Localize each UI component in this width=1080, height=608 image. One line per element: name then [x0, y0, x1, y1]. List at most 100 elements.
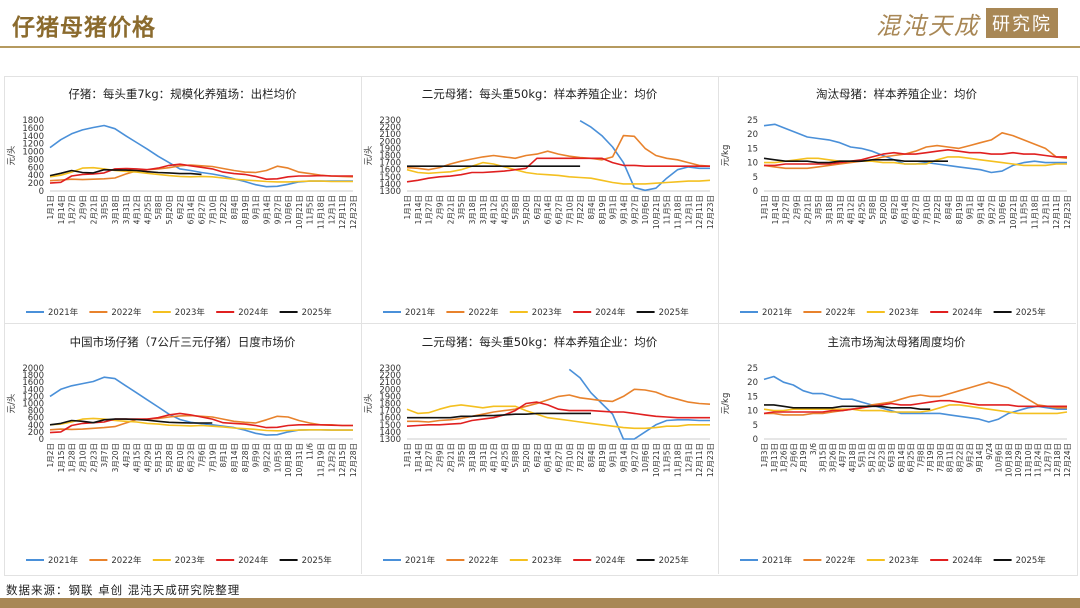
x-tick-label: 9月14日	[975, 443, 984, 472]
chart-title: 二元母猪：每头重50kg：样本养殖企业：均价	[422, 87, 658, 101]
y-tick-label: 1800	[22, 116, 44, 126]
legend-label: 2023年	[175, 555, 206, 566]
x-tick-label: 8月4日	[587, 195, 596, 220]
x-tick-label: 9月1日	[609, 195, 618, 220]
x-tick-label: 12月2日	[327, 443, 336, 472]
series-line-2023年	[764, 156, 1067, 167]
x-tick-label: 4月25日	[857, 195, 866, 224]
x-tick-label: 6月2日	[890, 195, 899, 220]
chart-panel-piglet-daily: 中国市场仔猪（7公斤三元仔猪）日度市场价 元/头 0 200 400 600 800 1000…	[4, 324, 361, 573]
x-tick-label: 5月15日	[154, 443, 163, 472]
x-tick-label: 6月14日	[544, 443, 553, 472]
x-tick-label: 10月5日	[273, 443, 282, 472]
x-tick-label: 6月27日	[912, 195, 921, 224]
x-tick-label: 10月6日	[995, 443, 1004, 472]
footer-bar	[0, 598, 1080, 608]
x-tick-label: 7月22日	[219, 195, 228, 224]
x-tick-label: 10月18日	[284, 443, 293, 477]
x-tick-label: 3月5日	[814, 195, 823, 220]
x-tick-label: 1月15日	[57, 443, 66, 472]
y-tick-label: 600	[28, 414, 44, 424]
series-line-2023年	[763, 404, 1068, 415]
x-tick-label: 1月3日	[760, 443, 769, 468]
legend-label: 2021年	[405, 555, 436, 566]
y-tick-label: 2200	[379, 371, 401, 381]
x-tick-label: 2月21日	[446, 195, 455, 224]
x-tick-label: 11月18日	[674, 443, 683, 477]
x-tick-label: 12月11日	[338, 195, 347, 229]
y-tick-label: 1000	[22, 148, 44, 158]
x-tick-label: 12月1日	[684, 195, 693, 224]
x-tick-label: 1月27日	[68, 195, 77, 224]
x-tick-label: 5月8日	[511, 443, 520, 468]
x-tick-label: 8月4日	[587, 443, 596, 468]
series-line-2025年	[764, 404, 931, 410]
legend-label: 2021年	[48, 307, 79, 318]
y-tick-label: 1700	[379, 159, 401, 169]
x-tick-label: 12月1日	[1041, 195, 1050, 224]
y-tick-label: 0	[753, 187, 758, 197]
y-tick-label: 2300	[379, 116, 401, 126]
panel-divider-vertical-1	[361, 76, 362, 574]
x-tick-label: 7月10日	[922, 195, 931, 224]
x-tick-label: 3月31日	[122, 195, 131, 224]
y-tick-label: 400	[28, 421, 44, 431]
y-tick-label: 20	[747, 130, 758, 140]
legend-label: 2022年	[825, 555, 856, 566]
x-tick-label: 2月9日	[78, 195, 87, 220]
legend-label: 2021年	[48, 555, 79, 566]
y-tick-label: 1400	[379, 180, 401, 190]
legend-label: 2024年	[238, 555, 269, 566]
y-tick-label: 0	[39, 435, 44, 445]
y-tick-label: 0	[39, 187, 44, 197]
x-tick-label: 1月1日	[46, 195, 55, 220]
y-tick-label: 600	[28, 163, 44, 173]
y-tick-label: 2300	[379, 364, 401, 374]
y-tick-label: 1900	[379, 392, 401, 402]
x-tick-label: 10月31日	[295, 443, 304, 477]
x-tick-label: 1月26日	[780, 443, 789, 472]
x-tick-label: 6月2日	[176, 195, 185, 220]
y-tick-label: 1400	[379, 428, 401, 438]
x-tick-label: 11月18日	[1031, 195, 1040, 229]
legend-label: 2021年	[405, 307, 436, 318]
x-tick-label: 9月14日	[619, 443, 628, 472]
y-tick-label: 200	[28, 179, 44, 189]
x-tick-label: 3月18日	[111, 195, 120, 224]
y-tick-label: 10	[747, 407, 758, 417]
x-tick-label: 1月2日	[46, 443, 55, 468]
series-line-2024年	[49, 412, 353, 434]
x-tick-label: 7月22日	[933, 195, 942, 224]
x-tick-label: 2月9日	[435, 195, 444, 220]
x-tick-label: 7月19日	[926, 443, 935, 472]
x-tick-label: 10月6日	[641, 443, 650, 472]
x-tick-label: 4月18日	[848, 443, 857, 472]
x-tick-label: 6月14日	[897, 443, 906, 472]
x-tick-label: 2月21日	[446, 443, 455, 472]
series-line-2023年	[49, 166, 353, 183]
chart-panel-cull-sow-weekly: 主流市场淘汰母猪周度均价 元/kg 0 5 10 15 20 25 1月3日 1月13日 1月26日…	[718, 324, 1075, 573]
x-tick-label: 8月11日	[946, 443, 955, 472]
x-tick-label: 2月21日	[89, 195, 98, 224]
legend-label: 2024年	[952, 555, 983, 566]
legend-label: 2024年	[238, 307, 269, 318]
x-tick-label: 10月6日	[284, 195, 293, 224]
x-tick-label: 3/6	[809, 443, 818, 455]
legend-label: 2023年	[889, 555, 920, 566]
y-tick-label: 1600	[379, 166, 401, 176]
y-tick-label: 2000	[22, 364, 44, 374]
x-tick-label: 11月24日	[1034, 443, 1043, 477]
y-tick-label: 1600	[22, 378, 44, 388]
x-tick-label: 4月15日	[133, 443, 142, 472]
chart-title: 仔猪：每头重7kg：规模化养殖场：出栏均价	[68, 87, 297, 101]
panel-divider-horizontal	[4, 323, 1076, 324]
chart-panel-cull-sow: 淘汰母猪：样本养殖企业：均价 元/kg 0 5 10 15 20 25 1月1日 1月14日 1月2…	[718, 76, 1075, 325]
x-tick-label: 2月9日	[792, 195, 801, 220]
series-line-2023年	[406, 404, 710, 430]
x-tick-label: 10月21日	[1009, 195, 1018, 229]
x-tick-label: 12月18日	[1053, 443, 1062, 477]
chart-title: 中国市场仔猪（7公斤三元仔猪）日度市场价	[70, 335, 296, 349]
chart-title: 二元母猪：每头重50kg：样本养殖企业：均价	[422, 335, 658, 349]
y-tick-label: 2200	[379, 123, 401, 133]
x-tick-label: 3月18日	[468, 443, 477, 472]
